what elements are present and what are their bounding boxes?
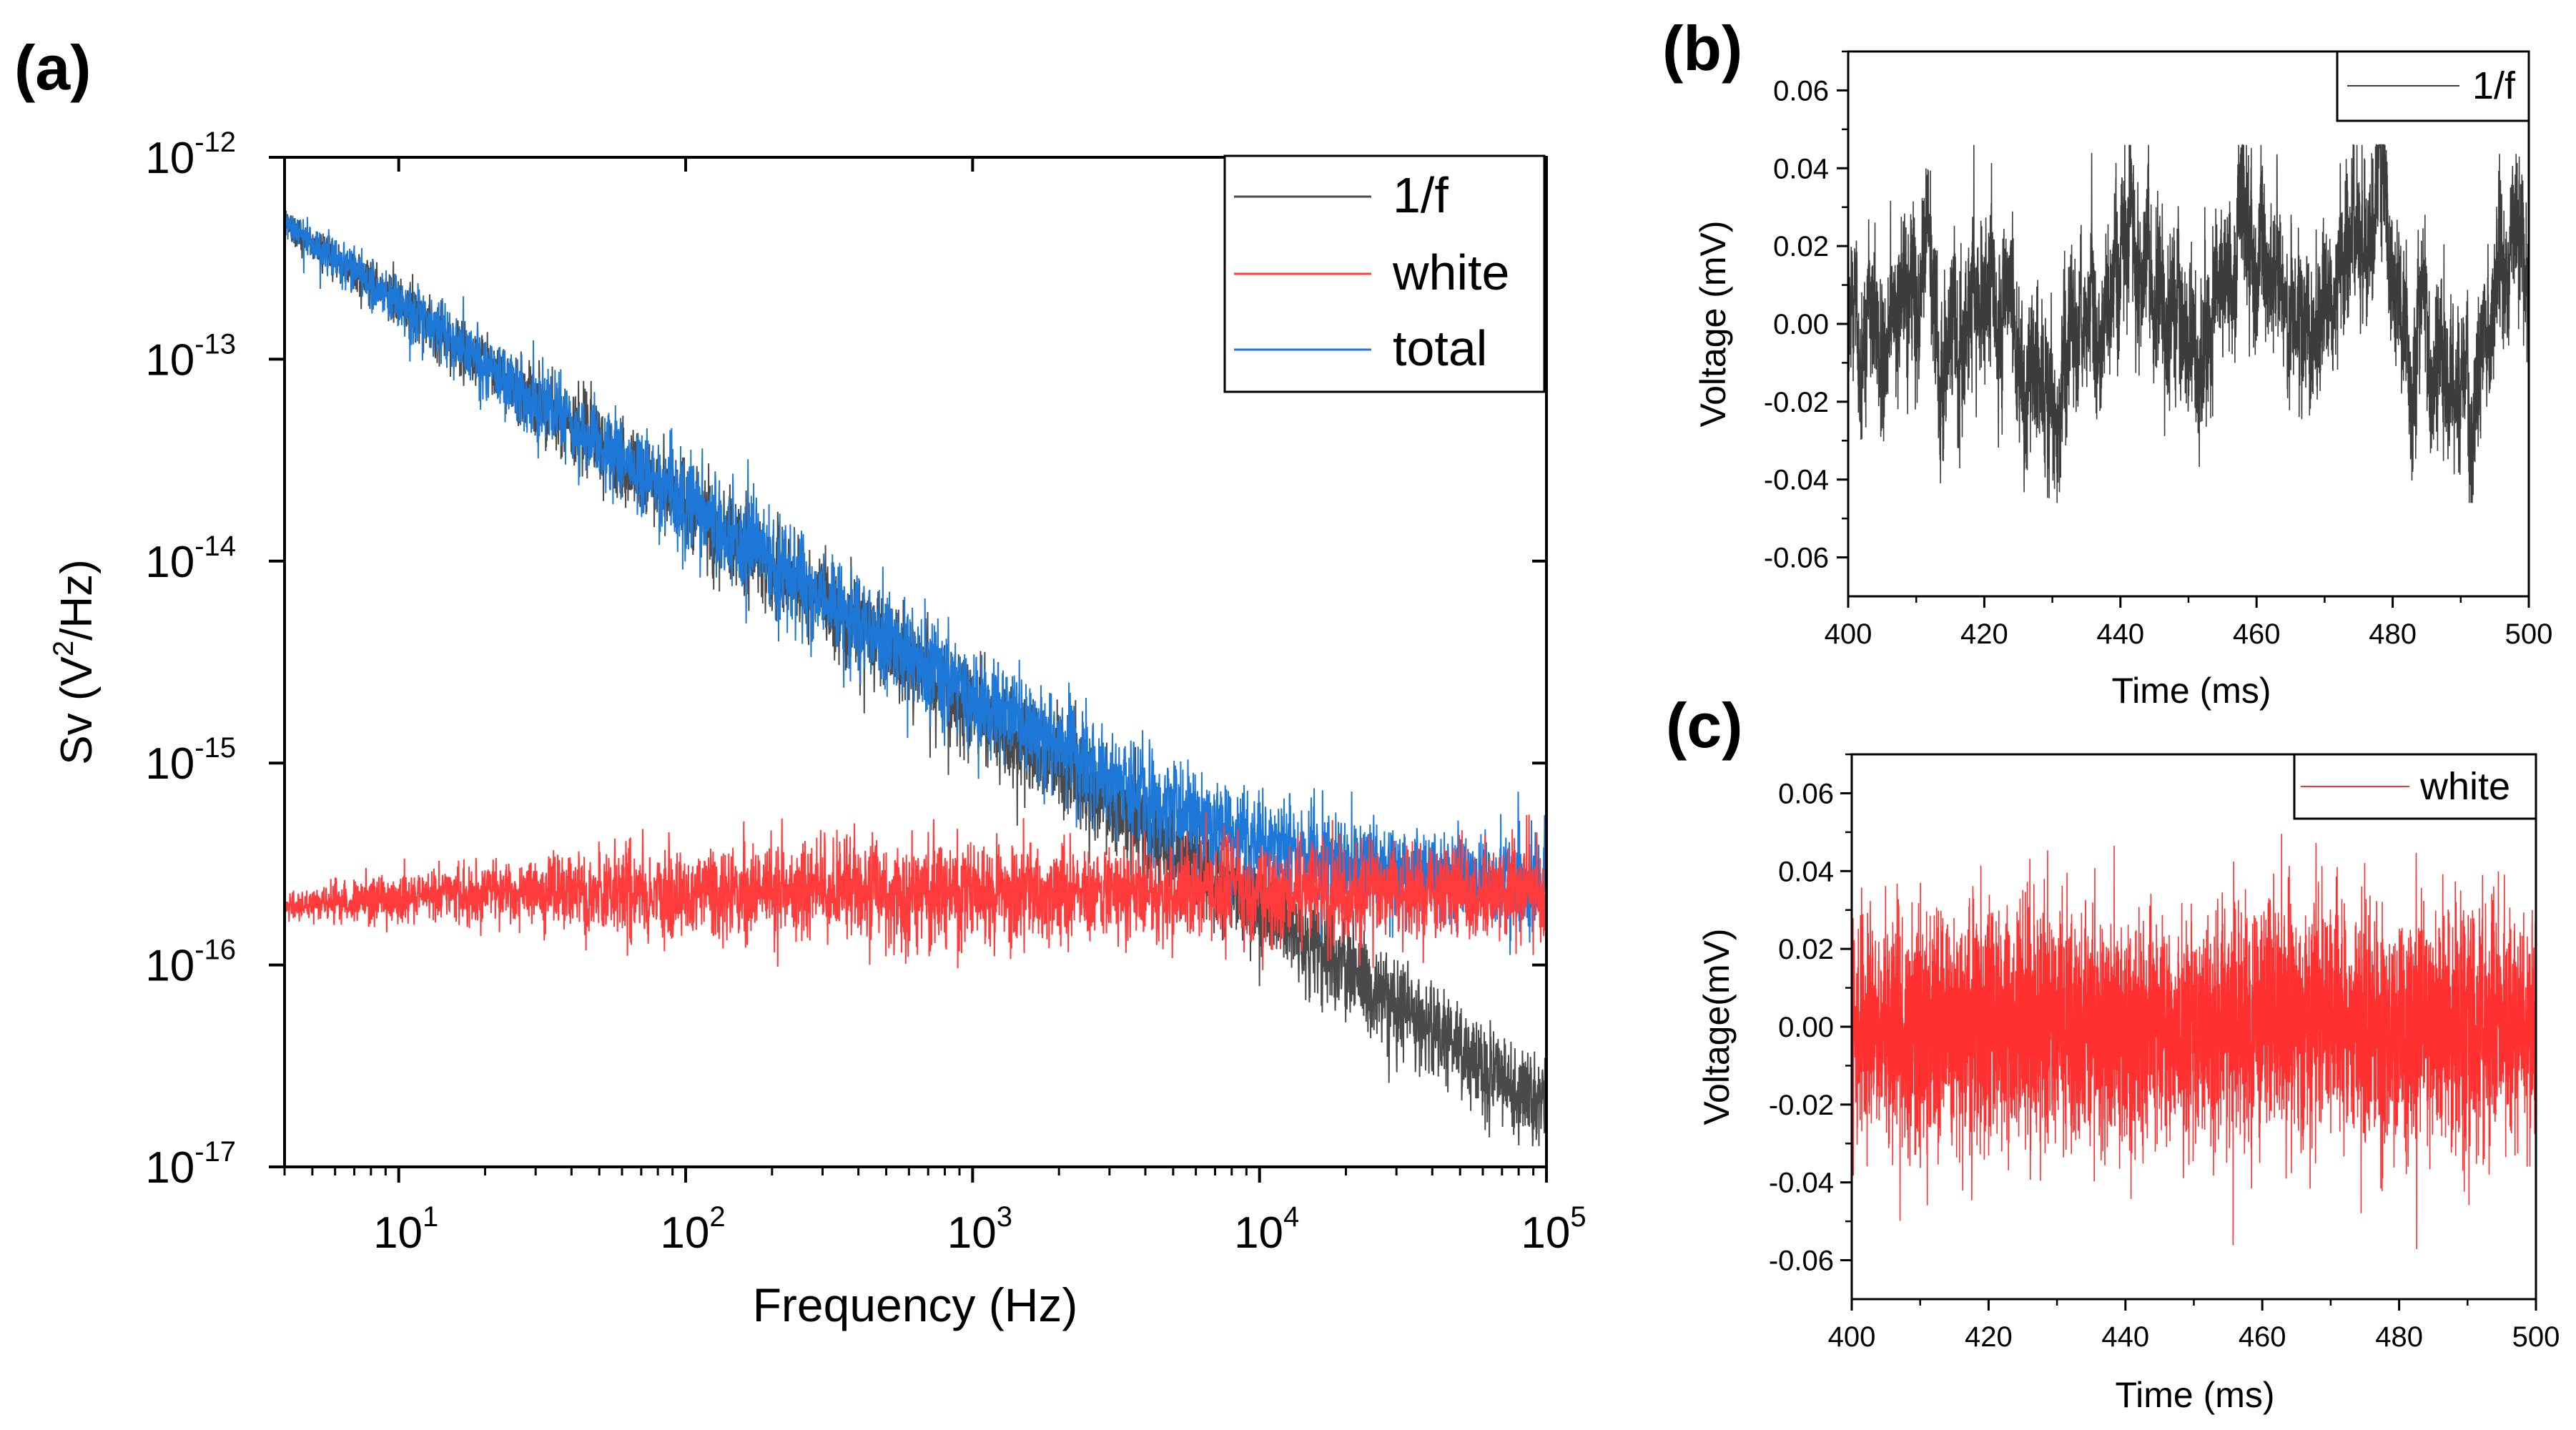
panel-a-ticks <box>269 156 1548 1183</box>
panel-c-xtick-label: 440 <box>2101 1321 2149 1353</box>
panel-c-ylabel: Voltage(mV) <box>1697 928 1737 1125</box>
panel-c-ytick-label: 0.06 <box>1778 778 1834 809</box>
panel-c-xtick-label: 400 <box>1828 1321 1876 1353</box>
panel-c-xtick-label: 460 <box>2239 1321 2286 1353</box>
panel-c-xlabel: Time (ms) <box>2115 1375 2274 1415</box>
legend-label-white: white <box>2419 765 2510 808</box>
panel-b-xlabel: Time (ms) <box>2111 671 2271 711</box>
panel-c-ytick-label: -0.06 <box>1769 1246 1834 1277</box>
panel-c-ytick-label: -0.02 <box>1769 1090 1834 1121</box>
panel-b-ytick-label: 0.04 <box>1773 153 1829 184</box>
panel-a-xlabel: Frequency (Hz) <box>753 1278 1078 1331</box>
panel-a-ylabel: Sv (V2/Hz) <box>48 559 102 765</box>
legend-label-white: white <box>1392 245 1509 300</box>
panel-b-xtick-label: 400 <box>1825 618 1872 650</box>
legend-label-1f: 1/f <box>1393 167 1449 223</box>
panel-b-xtick-label: 440 <box>2096 618 2144 650</box>
panel-b-xtick-label: 480 <box>2369 618 2417 650</box>
panel-b-ytick-label: 0.02 <box>1773 231 1829 262</box>
panel-a-label: (a) <box>14 32 92 103</box>
panel-c-ticks <box>1840 753 2537 1311</box>
series-1f-trace <box>1847 144 2530 503</box>
panel-b-ytick-label: -0.06 <box>1764 543 1829 574</box>
panel-a-ytick-label: 10-12 <box>145 127 236 183</box>
panel-a-ytick-label: 10-14 <box>145 531 236 587</box>
panel-a-ytick-label: 10-13 <box>145 328 236 385</box>
panel-b-ytick-label: -0.02 <box>1764 387 1829 418</box>
panel-a-xtick-label: 102 <box>660 1201 725 1258</box>
panel-a-frame <box>283 156 1548 1168</box>
panel-a: (a) 10-12 10-13 10-14 10-15 10-16 10-17 … <box>14 32 1586 1331</box>
panel-c-xtick-label: 480 <box>2375 1321 2423 1353</box>
panel-b-label: (b) <box>1662 13 1742 84</box>
panel-b-ytick-label: 0.06 <box>1773 75 1829 107</box>
panel-b-ylabel: Voltage (mV) <box>1693 220 1733 427</box>
panel-b-ytick-label: 0.00 <box>1773 309 1829 340</box>
panel-a-xtick-label: 103 <box>947 1201 1012 1258</box>
series-white-trace <box>1851 834 2537 1249</box>
panel-b-xtick-label: 500 <box>2505 618 2553 650</box>
panel-b-legend: 1/f <box>2336 50 2530 122</box>
panel-c-ytick-label: 0.00 <box>1778 1012 1834 1043</box>
panel-b: (b) 0.06 0.04 0.02 0.00 -0.02 -0.04 -0.0… <box>1662 13 2552 711</box>
panel-c-ytick-label: 0.02 <box>1778 934 1834 965</box>
series-total-line <box>284 212 1547 955</box>
panel-a-xtick-label: 104 <box>1234 1201 1299 1258</box>
panel-b-ticks <box>1837 50 2530 608</box>
panel-c: (c) 0.06 0.04 0.02 0.00 -0.02 -0.04 -0.0… <box>1666 690 2560 1415</box>
panel-a-series <box>284 199 1547 1147</box>
panel-a-legend: 1/f white total <box>1223 154 1546 393</box>
panel-c-legend: white <box>2293 753 2537 820</box>
panel-c-ytick-label: -0.04 <box>1769 1168 1834 1199</box>
panel-b-series <box>1847 144 2530 503</box>
legend-label-total: total <box>1393 320 1487 376</box>
panel-b-xtick-label: 420 <box>1960 618 2008 650</box>
panel-c-xtick-label: 500 <box>2512 1321 2560 1353</box>
panel-a-ytick-label: 10-15 <box>145 732 236 789</box>
panel-c-xtick-label: 420 <box>1965 1321 2013 1353</box>
panel-a-ytick-label: 10-17 <box>145 1136 236 1193</box>
panel-b-xtick-label: 460 <box>2233 618 2281 650</box>
panel-c-series <box>1851 834 2537 1249</box>
panel-c-label: (c) <box>1666 690 1743 761</box>
panel-b-ytick-label: -0.04 <box>1764 465 1829 496</box>
series-white-line <box>284 812 1547 970</box>
panel-a-xtick-label: 101 <box>373 1201 438 1258</box>
panel-a-ytick-label: 10-16 <box>145 935 236 991</box>
panel-a-xtick-label: 105 <box>1521 1201 1586 1258</box>
panel-c-ytick-label: 0.04 <box>1778 856 1834 887</box>
legend-label-1f: 1/f <box>2472 64 2516 107</box>
